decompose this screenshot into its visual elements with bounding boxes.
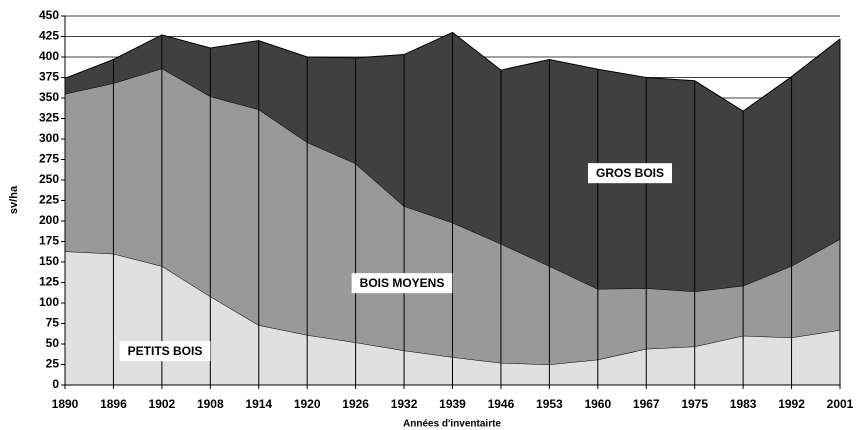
series-label-box [587,163,673,184]
x-tick-label: 1920 [294,397,321,411]
y-tick-label: 0 [52,377,59,391]
x-tick-label: 1896 [100,397,127,411]
x-tick-label: 1914 [245,397,272,411]
y-tick-label: 350 [39,90,59,104]
y-tick-label: 300 [39,131,59,145]
y-tick-label: 150 [39,254,59,268]
y-tick-label: 400 [39,49,59,63]
x-tick-label: 1926 [342,397,369,411]
x-tick-label: 1975 [681,397,708,411]
y-tick-label: 275 [39,152,59,166]
x-tick-label: 1967 [633,397,660,411]
x-axis-title: Années d'inventairte [403,419,501,430]
x-tick-label: 1939 [439,397,466,411]
series-label-box [351,273,453,294]
x-tick-label: 1890 [52,397,79,411]
y-tick-label: 325 [39,111,59,125]
y-tick-label: 50 [46,336,60,350]
y-tick-label: 200 [39,213,59,227]
series-label-box [119,341,211,362]
x-tick-label: 1946 [488,397,515,411]
x-tick-label: 2001 [827,397,854,411]
x-tick-label: 1992 [778,397,805,411]
y-tick-label: 375 [39,70,59,84]
y-axis-title: sv/ha [8,185,20,214]
x-tick-label: 1908 [197,397,224,411]
y-tick-label: 450 [39,8,59,22]
y-tick-label: 225 [39,193,59,207]
y-tick-label: 425 [39,29,59,43]
y-tick-label: 100 [39,295,59,309]
y-tick-label: 175 [39,234,59,248]
x-tick-label: 1983 [730,397,757,411]
y-tick-label: 25 [46,357,60,371]
y-tick-label: 125 [39,275,59,289]
y-tick-label: 75 [46,316,60,330]
series-label: GROS BOIS [596,166,664,180]
x-tick-label: 1932 [391,397,418,411]
series-label: PETITS BOIS [128,344,203,358]
x-tick-label: 1953 [536,397,563,411]
series-label: BOIS MOYENS [360,276,445,290]
x-tick-label: 1960 [584,397,611,411]
y-tick-label: 250 [39,172,59,186]
x-tick-label: 1902 [149,397,176,411]
